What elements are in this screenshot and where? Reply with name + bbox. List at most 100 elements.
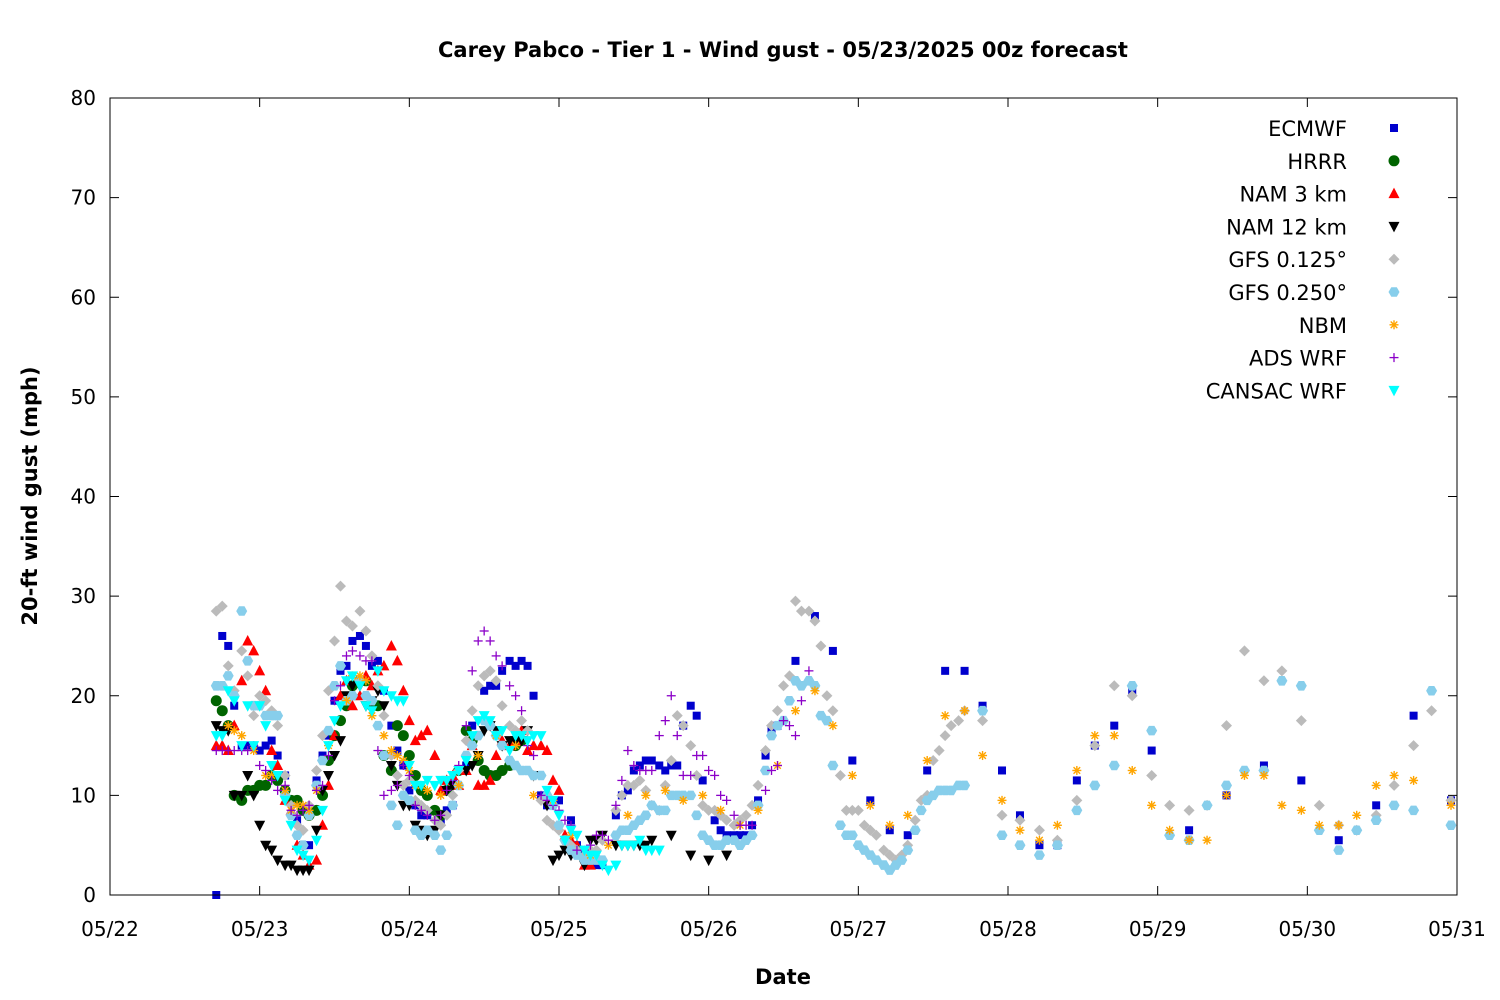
point-cansac-wrf: [354, 681, 366, 692]
point-cansac-wrf: [397, 696, 409, 707]
point-gfs-0-125: [1388, 779, 1400, 791]
point-gfs-0-125: [378, 710, 390, 722]
point-gfs-0-125: [671, 710, 683, 722]
point-gfs-0-250: [1221, 780, 1232, 791]
point-cansac-wrf: [559, 835, 571, 847]
point-ads-wrf: [335, 681, 345, 691]
point-nbm: [1052, 820, 1062, 830]
point-cansac-wrf: [429, 780, 441, 792]
point-nbm: [436, 790, 446, 800]
data-points: [210, 580, 1457, 899]
point-cansac-wrf: [346, 671, 358, 682]
x-tick-label: 05/27: [830, 917, 888, 941]
point-nam-12-km: [228, 790, 240, 802]
point-ecmwf: [673, 761, 682, 770]
point-gfs-0-250: [685, 790, 697, 801]
point-cansac-wrf: [547, 795, 559, 807]
point-ecmwf: [641, 756, 650, 765]
point-gfs-0-250: [977, 705, 989, 716]
point-gfs-0-250: [403, 795, 415, 806]
point-gfs-0-250: [317, 755, 328, 766]
point-ecmwf: [866, 796, 875, 805]
legend-marker-ads-wrf: [1389, 353, 1399, 363]
point-nam-12-km: [329, 751, 340, 762]
point-nbm: [1352, 810, 1362, 820]
point-gfs-0-250: [902, 845, 914, 855]
point-nbm: [229, 726, 239, 736]
point-cansac-wrf: [415, 780, 427, 792]
point-nam-3-km: [242, 634, 254, 646]
point-gfs-0-125: [1014, 814, 1026, 826]
point-nam-12-km: [665, 830, 677, 842]
point-gfs-0-250: [466, 740, 478, 751]
point-gfs-0-125: [685, 740, 697, 752]
point-cansac-wrf: [372, 666, 384, 677]
point-gfs-0-125: [827, 705, 839, 717]
point-nam-12-km: [272, 855, 284, 867]
point-gfs-0-125: [1313, 799, 1325, 811]
y-tick-label: 30: [71, 584, 96, 608]
point-gfs-0-250: [1295, 681, 1307, 691]
point-ads-wrf: [416, 805, 426, 815]
point-nam-3-km: [216, 739, 228, 751]
point-gfs-0-125: [441, 809, 453, 821]
point-gfs-0-250: [378, 750, 390, 761]
y-tick-label: 80: [71, 86, 96, 110]
point-gfs-0-125: [760, 745, 772, 757]
legend: ECMWF HRRR NAM 3 km NAM 12 km GFS 0.125° GFS …: [1206, 117, 1400, 403]
point-ads-wrf: [710, 770, 720, 780]
point-hrrr: [210, 695, 222, 707]
point-cansac-wrf: [242, 701, 254, 712]
point-cansac-wrf: [590, 850, 602, 862]
point-ecmwf: [273, 751, 282, 760]
point-ecmwf: [1110, 721, 1119, 730]
point-nam-3-km: [248, 644, 260, 656]
point-ads-wrf: [623, 746, 633, 756]
point-cansac-wrf: [553, 810, 565, 822]
point-ads-wrf: [330, 696, 339, 706]
point-gfs-0-125: [447, 789, 459, 801]
point-gfs-0-250: [834, 820, 846, 830]
point-ecmwf: [218, 631, 227, 640]
point-gfs-0-250: [1388, 800, 1400, 811]
point-ads-wrf: [410, 800, 420, 810]
point-ecmwf: [1185, 826, 1194, 835]
legend-label-ecmwf: ECMWF: [1268, 117, 1347, 141]
point-ads-wrf: [442, 785, 452, 795]
point-ecmwf: [848, 756, 857, 765]
legend-marker-nam-3-km: [1388, 187, 1400, 199]
series-gfs-0-250: [210, 606, 1457, 875]
point-ecmwf: [336, 666, 345, 675]
legend-marker-gfs-0-250: [1388, 287, 1400, 297]
point-gfs-0-250: [222, 671, 234, 681]
point-cansac-wrf: [490, 731, 502, 742]
series-gfs-0-125: [210, 580, 1457, 866]
point-hrrr: [403, 750, 415, 762]
point-cansac-wrf: [285, 820, 297, 832]
point-nam-3-km: [541, 744, 553, 756]
point-nbm: [716, 805, 726, 815]
point-gfs-0-250: [746, 830, 758, 840]
point-gfs-0-250: [1276, 676, 1288, 686]
point-nam-12-km: [285, 860, 297, 872]
point-gfs-0-125: [496, 700, 508, 712]
point-ecmwf: [261, 741, 270, 750]
point-nam-3-km: [478, 779, 490, 790]
point-gfs-0-250: [1051, 840, 1063, 850]
point-ecmwf: [468, 721, 477, 730]
point-cansac-wrf: [323, 741, 335, 752]
point-cansac-wrf: [441, 775, 453, 787]
point-ads-wrf: [790, 731, 800, 741]
chart-title: Carey Pabco - Tier 1 - Wind gust - 05/23…: [438, 38, 1128, 62]
point-nam-3-km: [528, 739, 540, 751]
point-nbm: [1202, 835, 1212, 845]
point-nam-12-km: [260, 840, 272, 852]
point-nbm: [1371, 780, 1381, 790]
point-nbm: [392, 751, 402, 761]
legend-label-hrrr: HRRR: [1287, 150, 1347, 174]
point-nbm: [1015, 825, 1025, 835]
point-cansac-wrf: [522, 736, 534, 747]
point-ads-wrf: [505, 681, 515, 691]
point-ecmwf: [342, 661, 351, 670]
point-gfs-0-250: [870, 855, 882, 865]
